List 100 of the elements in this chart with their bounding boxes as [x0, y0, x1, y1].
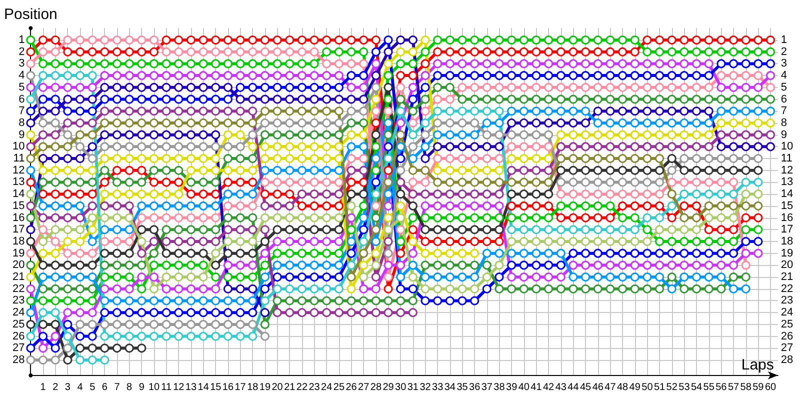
- point: [716, 201, 726, 210]
- point: [211, 166, 220, 175]
- point: [618, 272, 628, 282]
- point: [754, 248, 763, 258]
- point: [519, 178, 528, 187]
- point: [704, 248, 714, 258]
- point: [310, 118, 319, 128]
- point: [272, 236, 282, 246]
- point: [124, 118, 134, 128]
- point: [642, 178, 652, 187]
- y-tick-label: 22: [12, 282, 25, 295]
- point: [137, 166, 146, 175]
- point: [704, 166, 714, 175]
- point: [458, 236, 467, 246]
- point: [470, 236, 480, 246]
- point: [470, 154, 480, 164]
- point: [248, 236, 258, 246]
- point: [198, 248, 208, 258]
- point: [519, 213, 528, 222]
- point: [458, 118, 467, 128]
- point: [26, 284, 36, 294]
- point: [63, 71, 72, 80]
- point: [482, 236, 492, 246]
- point: [112, 201, 122, 210]
- point: [741, 248, 750, 258]
- y2-tick-label: 13: [780, 176, 794, 188]
- x-tick-label: 17: [234, 382, 246, 393]
- point: [384, 82, 393, 92]
- point: [568, 213, 578, 222]
- point: [310, 201, 319, 210]
- point: [211, 130, 220, 140]
- point: [198, 260, 208, 270]
- point: [236, 201, 245, 210]
- point: [568, 272, 578, 282]
- x-tick-label: 24: [321, 382, 333, 393]
- point: [618, 154, 628, 164]
- point: [260, 248, 270, 258]
- x-tick-label: 53: [678, 382, 690, 393]
- point: [50, 344, 60, 353]
- point: [642, 248, 652, 258]
- point: [667, 225, 676, 234]
- point: [470, 213, 480, 222]
- point: [174, 225, 184, 234]
- point: [630, 190, 640, 199]
- point: [285, 190, 294, 199]
- point: [729, 260, 738, 270]
- point: [150, 332, 158, 341]
- point: [482, 106, 492, 116]
- point: [137, 344, 146, 353]
- point: [211, 320, 220, 329]
- point: [198, 296, 208, 306]
- point: [38, 308, 48, 318]
- x-tick-label: 45: [580, 382, 592, 393]
- point: [50, 213, 60, 222]
- point: [297, 154, 306, 164]
- point: [100, 332, 110, 341]
- x-tick-label: 36: [469, 382, 481, 393]
- point: [297, 236, 306, 246]
- point: [704, 213, 714, 222]
- point: [642, 190, 652, 199]
- point: [408, 178, 418, 187]
- point: [716, 236, 726, 246]
- point: [186, 236, 196, 246]
- point: [76, 355, 85, 364]
- point: [519, 142, 528, 152]
- point: [346, 236, 356, 246]
- point: [50, 71, 60, 80]
- point: [519, 225, 528, 234]
- point: [593, 213, 602, 222]
- point: [729, 190, 738, 199]
- x-tick-label: 57: [728, 382, 740, 393]
- point: [741, 201, 750, 210]
- point: [100, 296, 110, 306]
- point: [260, 213, 270, 222]
- point: [716, 225, 726, 234]
- point: [297, 106, 306, 116]
- y-tick-label: 24: [12, 306, 25, 319]
- x-tick-label: 31: [407, 382, 419, 393]
- point: [100, 236, 110, 246]
- point: [445, 260, 454, 270]
- point: [556, 260, 566, 270]
- point: [100, 284, 110, 294]
- point: [568, 190, 578, 199]
- point: [334, 284, 344, 294]
- point: [433, 213, 442, 222]
- point: [433, 272, 442, 282]
- y2-tick-label: 25: [780, 318, 794, 330]
- point: [667, 272, 676, 282]
- point: [568, 284, 578, 294]
- x-tick-label: 29: [382, 382, 394, 393]
- x-tick-label: 51: [654, 382, 666, 393]
- point: [50, 225, 60, 234]
- point: [433, 236, 442, 246]
- x-tick-label: 50: [642, 382, 654, 393]
- x-tick-label: 25: [333, 382, 345, 393]
- point: [334, 118, 344, 128]
- point: [494, 154, 504, 164]
- point: [359, 154, 368, 164]
- point: [458, 106, 467, 116]
- point: [532, 248, 541, 258]
